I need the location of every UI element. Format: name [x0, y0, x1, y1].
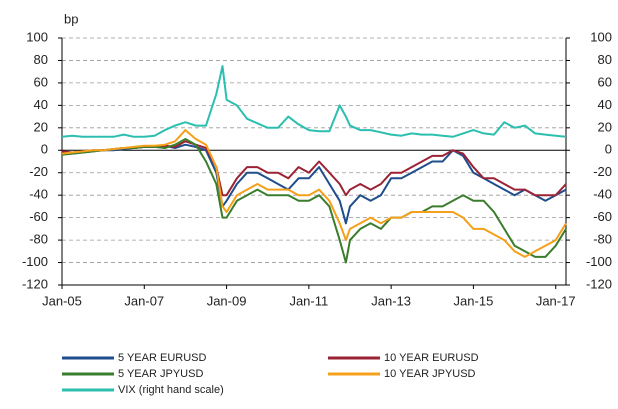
- y2-tick-label: -40: [593, 187, 612, 202]
- y-axis-label: bp: [64, 11, 78, 26]
- y2-tick-label: -60: [593, 209, 612, 224]
- x-tick-label: Jan-13: [371, 293, 411, 308]
- y2-tick-label: 0: [605, 142, 612, 157]
- y-tick-label: 100: [26, 29, 48, 44]
- y2-tick-label: -80: [593, 232, 612, 247]
- legend-label: 5 YEAR JPYUSD: [118, 368, 203, 380]
- series-line: [61, 143, 567, 225]
- y2-tick-label: 80: [598, 52, 612, 67]
- y-tick-label: 0: [41, 142, 48, 157]
- y2-tick-label: -100: [586, 254, 612, 269]
- y2-tick-label: -120: [586, 276, 612, 291]
- y-tick-label: -80: [29, 232, 48, 247]
- series-line: [61, 140, 567, 197]
- legend-label: 10 YEAR JPYUSD: [384, 368, 476, 380]
- y2-tick-label: 100: [590, 29, 612, 44]
- y2-tick-label: 40: [598, 97, 612, 112]
- x-tick-label: Jan-15: [454, 293, 494, 308]
- series-line: [61, 65, 567, 138]
- y2-tick-label: 60: [598, 74, 612, 89]
- x-tick-label: Jan-09: [207, 293, 247, 308]
- x-tick-label: Jan-17: [536, 293, 576, 308]
- y-tick-label: 40: [34, 97, 48, 112]
- series-line: [61, 138, 567, 264]
- y-tick-label: -100: [22, 254, 48, 269]
- y-tick-label: 60: [34, 74, 48, 89]
- y-tick-label: -120: [22, 276, 48, 291]
- x-tick-label: Jan-05: [42, 293, 82, 308]
- y2-tick-label: 20: [598, 119, 612, 134]
- legend-label: 10 YEAR EURUSD: [384, 352, 479, 364]
- y2-tick-label: -20: [593, 164, 612, 179]
- y-tick-label: 80: [34, 52, 48, 67]
- series-line: [61, 129, 567, 258]
- y-tick-label: -60: [29, 209, 48, 224]
- y-tick-label: 20: [34, 119, 48, 134]
- x-tick-label: Jan-11: [289, 293, 328, 308]
- y-tick-label: -20: [29, 164, 48, 179]
- y-tick-label: -40: [29, 187, 48, 202]
- x-tick-label: Jan-07: [124, 293, 164, 308]
- legend-label: 5 YEAR EURUSD: [118, 352, 206, 364]
- legend-label: VIX (right hand scale): [118, 384, 224, 396]
